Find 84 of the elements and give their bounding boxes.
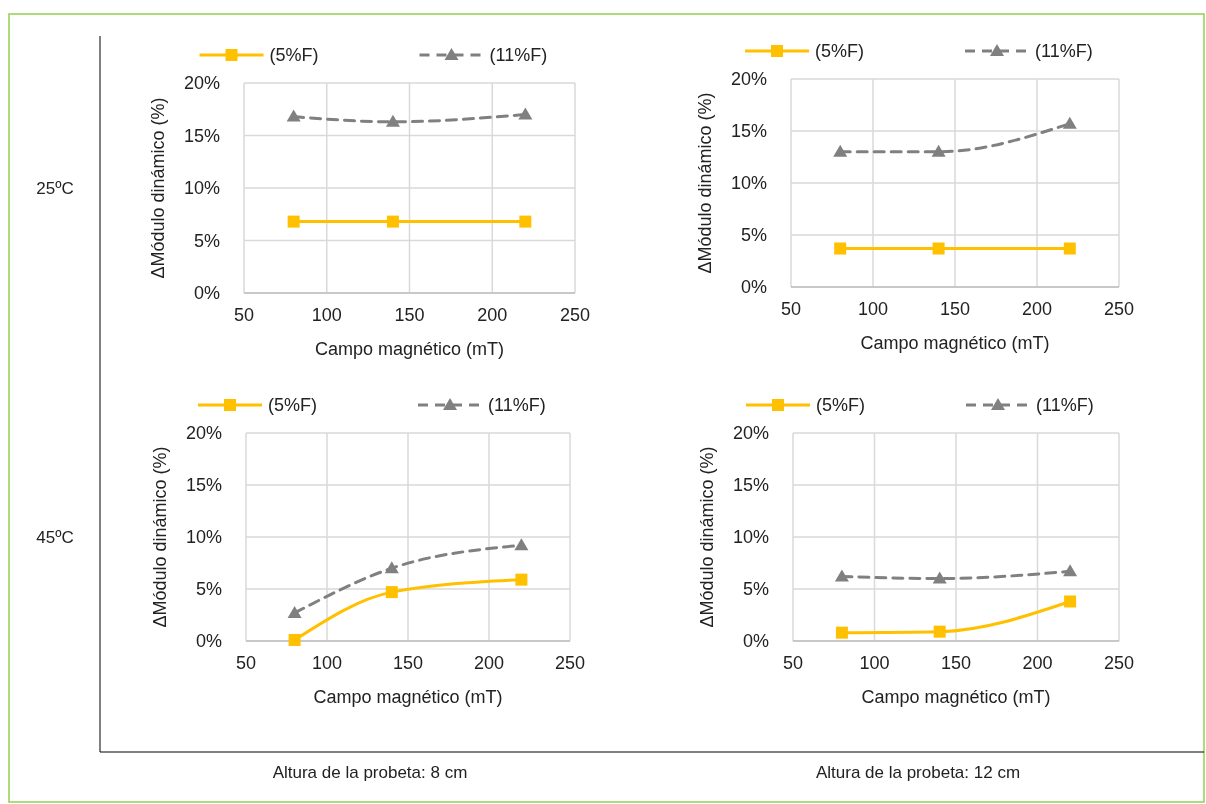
point	[1062, 116, 1077, 129]
point	[931, 144, 946, 157]
x-axis-title: Campo magnético (mT)	[314, 339, 505, 359]
point	[933, 625, 946, 638]
point	[519, 215, 532, 228]
legend-label: (5%F)	[816, 395, 865, 415]
point	[835, 626, 848, 639]
x-tick-label: 150	[394, 305, 425, 325]
y-tick-label: 0%	[195, 631, 222, 651]
y-tick-label: 20%	[732, 423, 769, 443]
point	[287, 605, 302, 618]
x-tick-label: 100	[311, 653, 343, 673]
point	[384, 561, 399, 574]
text: 45ºC	[36, 528, 74, 547]
x-tick-label: 50	[233, 305, 255, 325]
x-tick-label: 50	[235, 653, 257, 673]
x-tick-label: 200	[1022, 653, 1053, 673]
x-tick-label: 150	[940, 653, 972, 673]
point	[834, 569, 849, 582]
point	[1063, 242, 1076, 255]
y-tick-label: 5%	[740, 225, 767, 245]
text: Altura de la probeta: 8 cm	[272, 763, 468, 782]
point	[932, 571, 947, 584]
legend-label: (5%F)	[268, 395, 317, 415]
x-tick-label: 100	[311, 305, 342, 325]
x-tick-label: 250	[559, 305, 591, 325]
x-tick-label: 150	[392, 653, 424, 673]
point	[385, 586, 398, 599]
legend-label: (11%F)	[488, 395, 546, 415]
point	[518, 107, 533, 120]
x-tick-label: 250	[1103, 653, 1135, 673]
x-axis-title: Campo magnético (mT)	[313, 687, 503, 707]
point	[515, 573, 528, 586]
x-tick-label: 200	[477, 305, 508, 325]
y-axis-title: ΔMódulo dinámico (%)	[148, 97, 168, 279]
y-tick-label: 10%	[185, 527, 222, 547]
y-tick-label: 15%	[732, 475, 769, 495]
x-tick-label: 100	[859, 653, 890, 673]
x-tick-label: 200	[473, 653, 505, 673]
point	[932, 242, 945, 255]
y-tick-label: 20%	[730, 69, 767, 89]
x-tick-label: 100	[857, 299, 889, 319]
y-axis-title: ΔMódulo dinámico (%)	[695, 92, 715, 274]
legend-label: (11%F)	[1036, 395, 1094, 415]
x-axis-title: Campo magnético (mT)	[860, 333, 1050, 353]
y-tick-label: 10%	[183, 178, 220, 198]
y-axis-title: ΔMódulo dinámico (%)	[150, 446, 170, 628]
y-axis-title: ΔMódulo dinámico (%)	[697, 446, 717, 628]
x-tick-label: 150	[939, 299, 971, 319]
x-tick-label: 250	[1103, 299, 1135, 319]
y-tick-label: 15%	[185, 475, 222, 495]
legend-label: (5%F)	[815, 41, 864, 61]
point	[1063, 564, 1078, 577]
point	[386, 215, 399, 228]
point	[514, 538, 529, 551]
y-tick-label: 10%	[730, 173, 767, 193]
y-tick-label: 0%	[740, 277, 767, 297]
legend-label: (11%F)	[1035, 41, 1093, 61]
y-tick-label: 15%	[730, 121, 767, 141]
y-tick-label: 0%	[742, 631, 769, 651]
x-tick-label: 50	[782, 653, 804, 673]
y-tick-label: 10%	[732, 527, 769, 547]
y-tick-label: 20%	[185, 423, 222, 443]
point	[288, 633, 301, 646]
point	[833, 144, 848, 157]
point	[385, 114, 400, 127]
y-tick-label: 0%	[193, 283, 220, 303]
y-tick-label: 5%	[195, 579, 222, 599]
y-tick-label: 20%	[183, 73, 220, 93]
x-tick-label: 250	[554, 653, 586, 673]
y-tick-label: 5%	[193, 230, 220, 251]
y-tick-label: 15%	[183, 125, 220, 146]
point	[287, 215, 300, 228]
legend-label: (5%F)	[269, 45, 319, 65]
text: 25ºC	[36, 179, 74, 198]
point	[286, 109, 301, 122]
x-tick-label: 50	[780, 299, 802, 319]
text: Altura de la probeta: 12 cm	[815, 763, 1021, 782]
point	[834, 242, 847, 255]
point	[1064, 595, 1077, 608]
x-axis-title: Campo magnético (mT)	[861, 687, 1051, 707]
x-tick-label: 200	[1021, 299, 1053, 319]
y-tick-label: 5%	[742, 579, 769, 599]
legend-label: (11%F)	[489, 45, 548, 65]
